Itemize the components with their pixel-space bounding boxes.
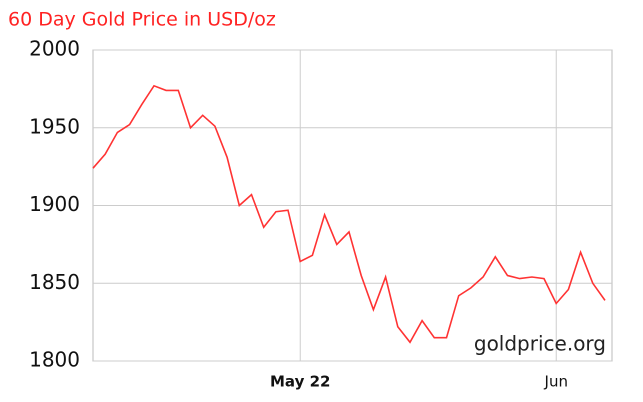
y-tick-label: 2000	[29, 37, 80, 61]
x-tick-label: Jun	[544, 373, 568, 391]
y-tick-label: 1900	[29, 192, 80, 216]
watermark: goldprice.org	[474, 332, 606, 356]
x-tick-label: May 22	[270, 373, 330, 391]
y-tick-label: 1950	[29, 114, 80, 138]
y-tick-label: 1800	[29, 348, 80, 372]
price-line	[92, 84, 606, 344]
y-tick-label: 1850	[29, 270, 80, 294]
chart-title: 60 Day Gold Price in USD/oz	[8, 9, 276, 31]
